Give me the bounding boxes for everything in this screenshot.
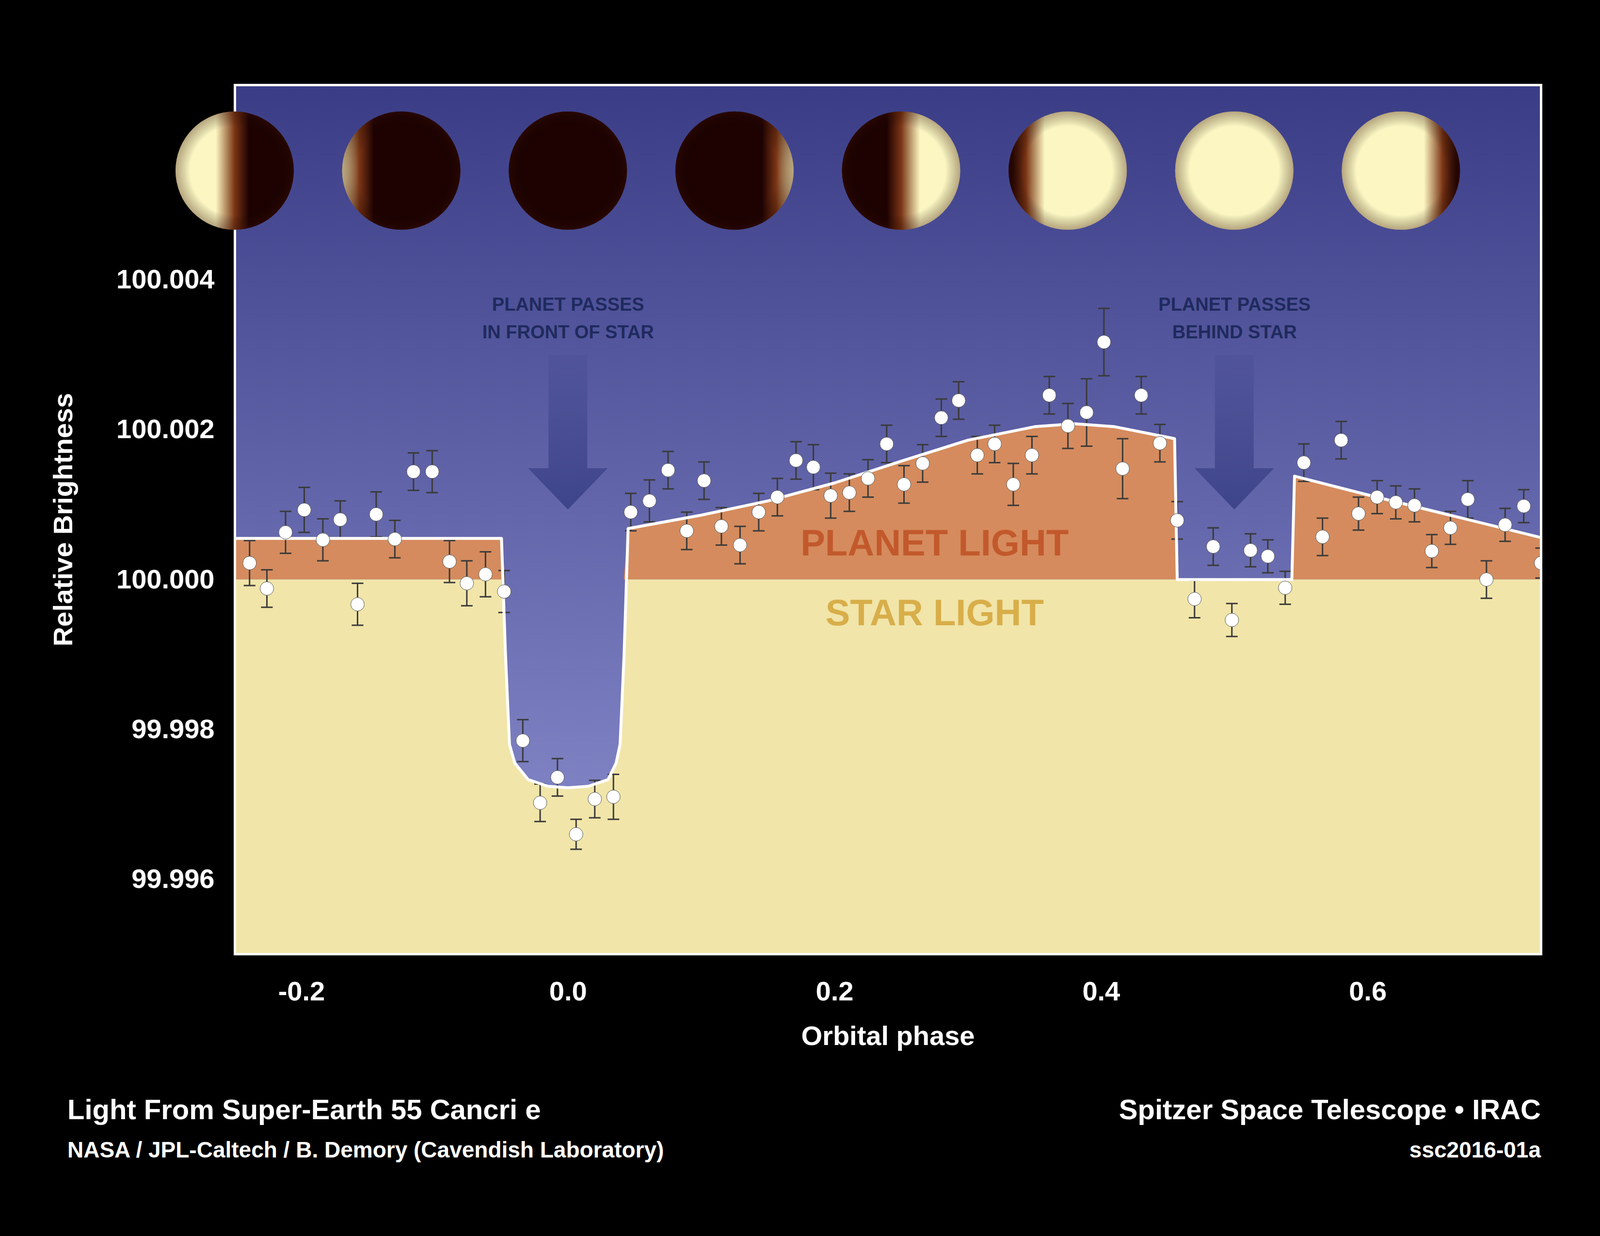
html-text:ssc2016-01a: ssc2016-01a: [1409, 1137, 1541, 1163]
svg-text:-0.2: -0.2: [278, 976, 326, 1007]
svg-text:100.000: 100.000: [116, 563, 215, 595]
html-text:NASA / JPL-Caltech / B. Demory: NASA / JPL-Caltech / B. Demory (Cavendis…: [67, 1137, 664, 1163]
svg-text:0.2: 0.2: [816, 976, 854, 1007]
html-text:Spitzer Space Telescope • IRAC: Spitzer Space Telescope • IRAC: [1118, 1093, 1541, 1126]
svg-text:0.6: 0.6: [1348, 976, 1387, 1007]
svg-text:PLANET PASSESIN FRONT OF STAR: PLANET PASSESIN FRONT OF STAR: [482, 294, 655, 343]
svg-text:100.004: 100.004: [116, 263, 215, 295]
svg-text:0.4: 0.4: [1082, 976, 1120, 1007]
svg-text:PLANET PASSESBEHIND STAR: PLANET PASSESBEHIND STAR: [1158, 294, 1311, 343]
svg-text:Orbital phase: Orbital phase: [801, 1020, 976, 1052]
svg-text:Relative Brightness: Relative Brightness: [47, 393, 79, 647]
svg-text:100.002: 100.002: [116, 413, 215, 445]
svg-text:STAR LIGHT: STAR LIGHT: [825, 592, 1044, 634]
svg-text:0.0: 0.0: [549, 976, 588, 1007]
svg-text:99.996: 99.996: [131, 863, 215, 895]
svg-text:PLANET LIGHT: PLANET LIGHT: [800, 522, 1069, 564]
svg-text:99.998: 99.998: [131, 713, 215, 745]
html-text:Light From Super-Earth 55 Canc: Light From Super-Earth 55 Cancri e: [67, 1093, 541, 1126]
